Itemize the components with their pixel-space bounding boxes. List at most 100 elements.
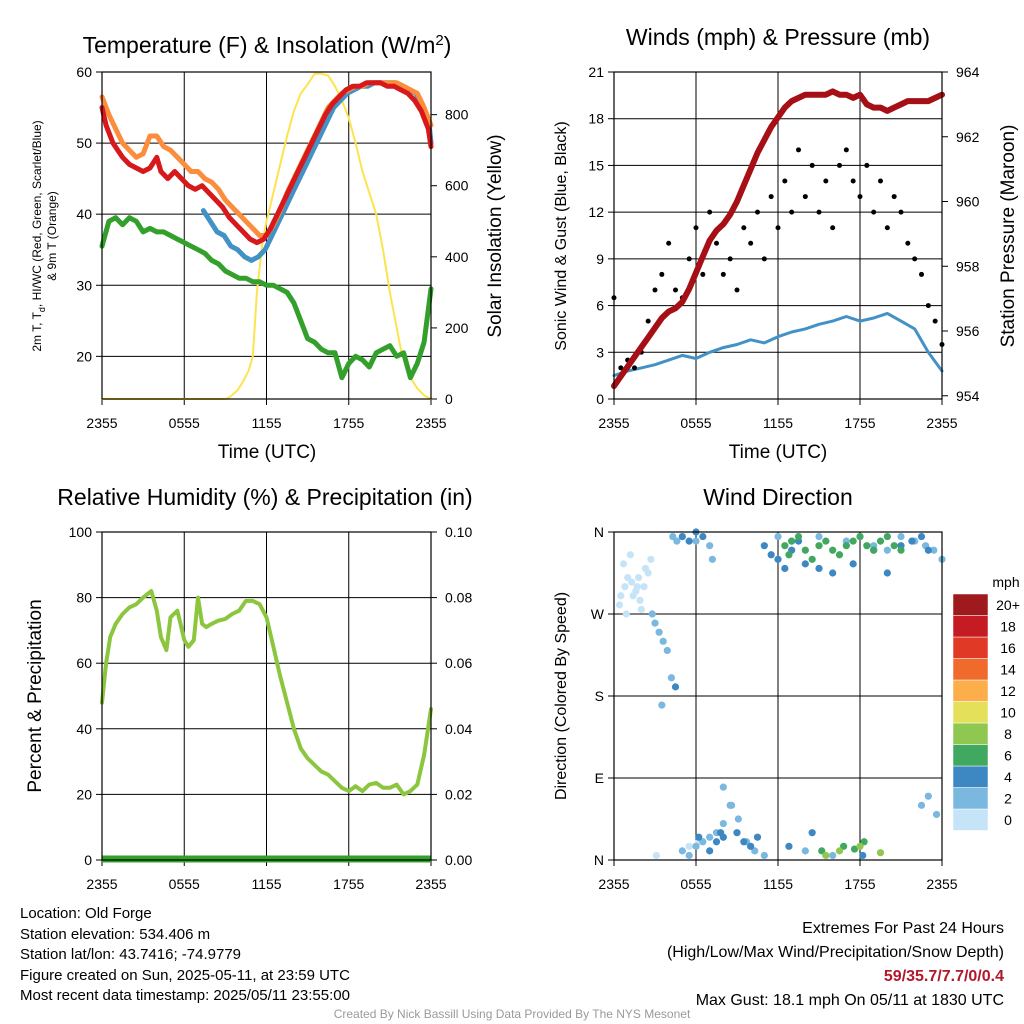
humidity-xtick-label: 2355 (415, 876, 446, 892)
figure-created: Figure created on Sun, 2025-05-11, at 23… (20, 966, 350, 984)
direction-point (658, 701, 666, 709)
direction-point (628, 578, 636, 586)
humidity-ytick-label: 60 (76, 655, 92, 671)
gust-point (618, 365, 624, 371)
direction-point (808, 829, 816, 837)
humidity-y-axis-label: Percent & Precipitation (25, 599, 46, 792)
direction-point (629, 592, 637, 600)
direction-point (733, 829, 741, 837)
humidity-line (100, 589, 433, 797)
direction-point (726, 801, 734, 809)
gust-point (830, 225, 836, 231)
precipitation-y2tick-label: 0.08 (445, 590, 472, 606)
legend-swatch (952, 808, 989, 831)
direction-point (829, 546, 837, 554)
gust-point (720, 271, 726, 277)
legend-label: 18 (1000, 618, 1016, 634)
temperature-xtick-label: 2355 (86, 415, 117, 431)
humidity-xtick-label: 1755 (333, 876, 364, 892)
direction-point (626, 551, 635, 559)
direction-point (636, 596, 644, 604)
gust-point (905, 240, 911, 246)
humidity-plot: 2355 0555 1155 1755 2355 0 20 40 60 80 100 0.00 0.02… (69, 524, 473, 892)
precipitation-y2tick-label: 0.10 (445, 524, 472, 540)
direction-point (712, 838, 721, 846)
max-gust: Max Gust: 18.1 mph On 05/11 at 1830 UTC (695, 992, 1004, 1009)
direction-ytick-label: N (594, 852, 604, 868)
sonic-wind-line (612, 311, 944, 378)
humidity-ytick-label: 100 (69, 524, 93, 540)
humidity-xtick-label: 0555 (169, 876, 200, 892)
legend-swatch (952, 615, 989, 638)
temperature-xtick-label: 1755 (333, 415, 364, 431)
humidity-xtick-label: 1155 (251, 876, 281, 892)
gust-point (714, 240, 719, 246)
direction-point (621, 583, 629, 591)
direction-point (667, 674, 676, 682)
winds-frame (613, 71, 943, 400)
direction-point (808, 555, 816, 563)
direction-point (849, 560, 857, 568)
direction-point (760, 542, 768, 550)
direction-point (842, 542, 850, 550)
gust-point (878, 178, 883, 184)
legend-label: 14 (1000, 661, 1016, 677)
gust-point (919, 271, 924, 277)
gust-point (659, 271, 665, 277)
direction-point (815, 542, 823, 550)
winds-xtick-label: 0555 (680, 415, 711, 431)
precipitation-y2tick-label: 0.02 (445, 786, 472, 802)
legend-swatch (952, 701, 989, 724)
direction-point (655, 628, 663, 636)
direction-point (917, 532, 926, 541)
humidity-frame (101, 531, 432, 861)
direction-point (652, 851, 660, 860)
direction-point (706, 847, 714, 855)
winds-ytick-label: 6 (596, 298, 604, 314)
direction-point (651, 619, 659, 627)
direction-point (774, 532, 782, 541)
direction-ytick-label: W (591, 606, 605, 622)
direction-point (637, 605, 645, 614)
gust-point (837, 162, 842, 168)
gust-point (925, 303, 931, 309)
direction-point (849, 537, 857, 545)
temperature-plot: 2355 0555 1155 1755 235520304050600200400600… (76, 64, 468, 431)
gust-point (632, 365, 637, 371)
legend-swatch (952, 658, 989, 681)
gust-point (666, 240, 672, 246)
direction-point (815, 564, 823, 573)
direction-point (640, 583, 648, 591)
gust-point (850, 178, 856, 184)
gust-point (645, 318, 651, 324)
humidity-ytick-label: 20 (76, 786, 92, 802)
direction-point (774, 555, 782, 563)
legend-label: 8 (1004, 726, 1012, 742)
gust-point (686, 256, 692, 262)
direction-point (917, 801, 926, 809)
extremes-subheading: (High/Low/Max Wind/Precipitation/Snow De… (666, 944, 1004, 961)
precipitation-y2tick-label: 0.06 (445, 655, 472, 671)
direction-point (890, 542, 898, 550)
direction-xtick-label: 1155 (763, 876, 793, 892)
station-elevation: Station elevation: 534.406 m (20, 925, 211, 943)
direction-point (663, 646, 671, 655)
temperature-panel: Temperature (F) & Insolation (W/m2) 2355… (30, 32, 506, 463)
gust-point (796, 147, 801, 153)
extremes-heading: Extremes For Past 24 Hours (802, 920, 1004, 937)
legend-swatch (952, 636, 989, 659)
humidity-xtick-label: 2355 (86, 876, 117, 892)
extremes-summary: Extremes For Past 24 Hours (High/Low/Max… (667, 917, 1004, 1013)
gust-point (693, 225, 699, 231)
direction-point (876, 537, 885, 545)
gust-point (809, 162, 815, 168)
pressure-line (611, 88, 945, 389)
gust-point (898, 209, 904, 215)
temperature-xtick-label: 1155 (251, 415, 281, 431)
direction-point (659, 637, 667, 645)
direction-point (883, 546, 891, 554)
direction-point (835, 551, 844, 559)
winds-y-axis-label: Sonic Wind & Gust (Blue, Black) (553, 121, 570, 350)
direction-point (859, 851, 867, 860)
direction-point (647, 555, 655, 563)
